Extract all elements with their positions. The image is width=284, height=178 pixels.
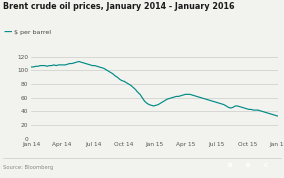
- Text: B: B: [227, 163, 232, 168]
- Text: $ per barrel: $ per barrel: [14, 30, 51, 35]
- Text: C: C: [264, 163, 268, 168]
- Text: —: —: [3, 28, 12, 36]
- Text: B: B: [245, 163, 250, 168]
- Text: Brent crude oil prices, January 2014 - January 2016: Brent crude oil prices, January 2014 - J…: [3, 2, 234, 11]
- Text: Source: Bloomberg: Source: Bloomberg: [3, 165, 54, 170]
